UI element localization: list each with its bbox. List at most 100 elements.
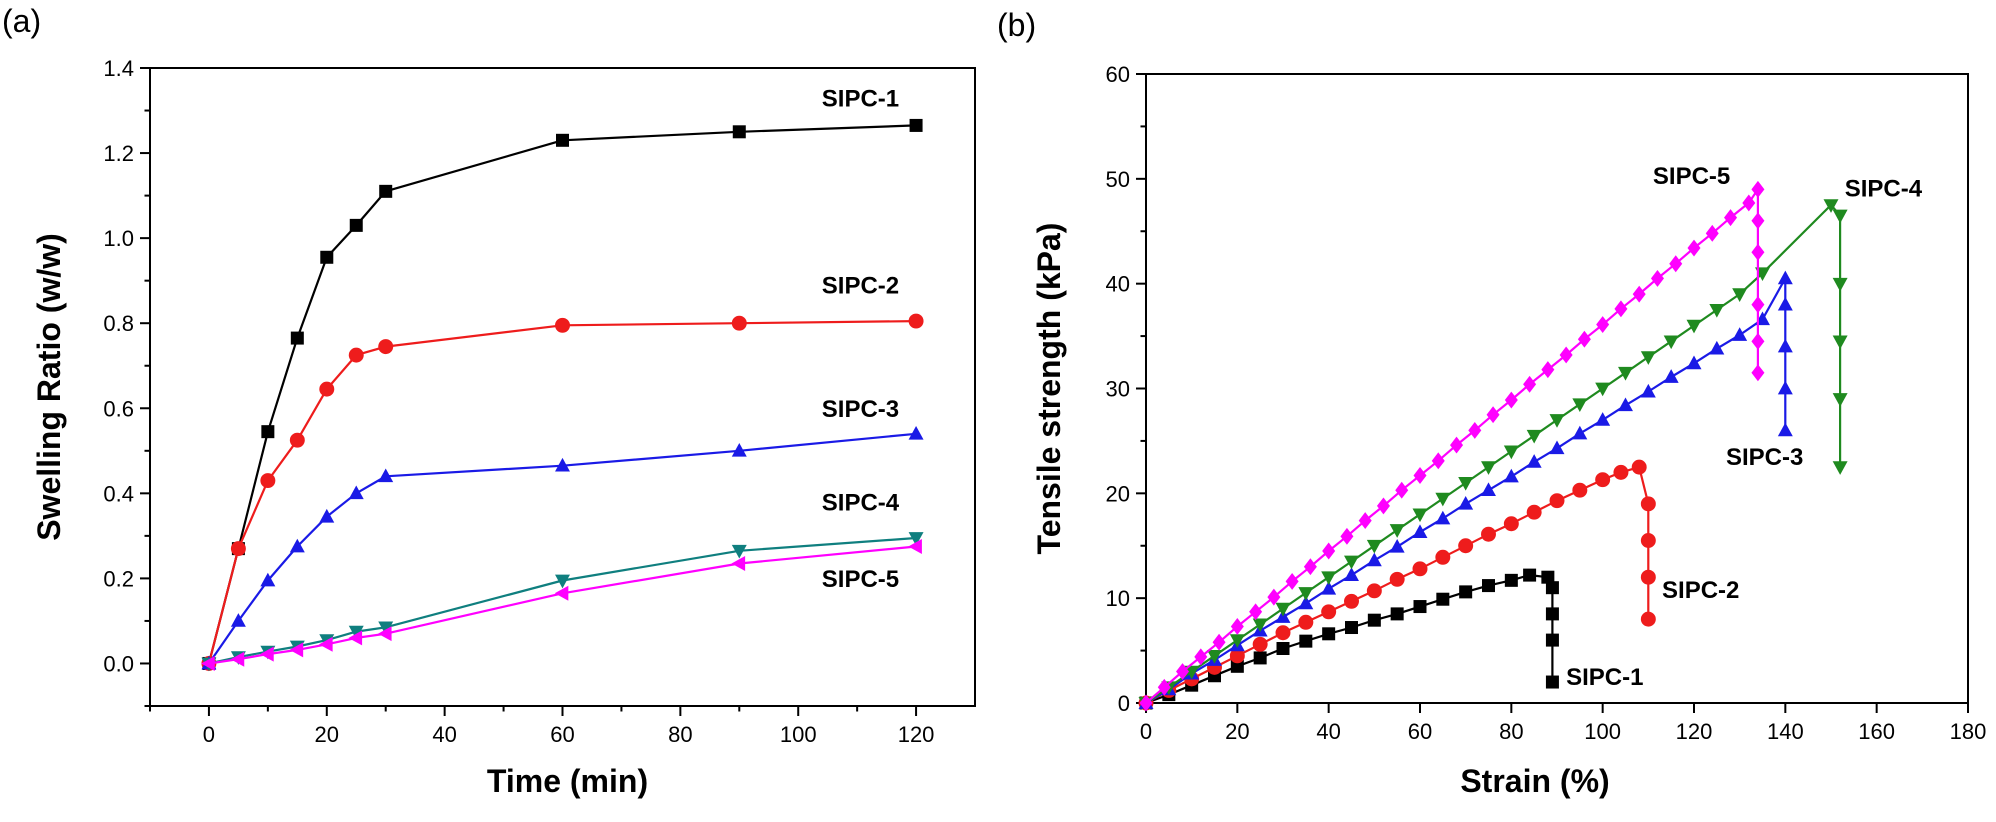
panel-b-sipc-3-point xyxy=(1595,412,1611,426)
panel-b-sipc-5-point xyxy=(1687,239,1701,257)
panel-b-sipc-4-point xyxy=(1526,429,1542,444)
panel-b-sipc-3-point xyxy=(1777,422,1793,437)
panel-b-sipc-3-point xyxy=(1663,369,1679,383)
panel-b-sipc-5-point xyxy=(1596,316,1610,334)
panel-b-sipc-2-point xyxy=(1640,569,1656,585)
panel-b-sipc-3-point xyxy=(1344,567,1359,581)
panel-b-sipc-5-point xyxy=(1450,436,1464,454)
panel-b-sipc-3-point xyxy=(1732,327,1748,341)
panel-b-sipc-4-point xyxy=(1435,492,1451,507)
panel-b-sipc-2-point xyxy=(1229,648,1245,664)
panel-b-x-tick-label: 60 xyxy=(1408,719,1432,744)
panel-a-sipc-3-point xyxy=(289,538,305,553)
panel-b-sipc-5-point xyxy=(1212,633,1226,651)
panel-b-sipc-5-point xyxy=(1285,572,1299,590)
panel-a-sipc-3-point xyxy=(908,425,924,440)
panel-b-label-sipc-5: SIPC-5 xyxy=(1653,163,1730,190)
panel-b-x-tick-label: 20 xyxy=(1225,719,1249,744)
panel-b-sipc-4-point xyxy=(1832,393,1848,407)
panel-b-label-sipc-3: SIPC-3 xyxy=(1726,444,1803,471)
panel-b-sipc-4-point xyxy=(1709,304,1725,318)
panel-b-label-sipc-1: SIPC-1 xyxy=(1566,664,1643,691)
panel-b-sipc-2-point xyxy=(1503,516,1519,532)
panel-b-sipc-4-line xyxy=(1145,203,1842,704)
panel-b-sipc-2-point xyxy=(1549,493,1565,509)
panel-b-sipc-1-point xyxy=(1459,585,1473,599)
panel-b-sipc-1-point xyxy=(1390,607,1404,621)
panel-b-sipc-2-point xyxy=(1252,636,1268,652)
panel-b-sipc-1-point xyxy=(1253,651,1267,665)
panel-a-sipc-5-point xyxy=(908,539,922,554)
panel-b-sipc-1-point xyxy=(1545,581,1559,595)
panel-a-sipc-3-point xyxy=(230,613,246,627)
panel-b-sipc-3-point xyxy=(1640,383,1656,398)
panel-b-sipc-5-point xyxy=(1724,209,1738,227)
panel-b-sipc-5-point xyxy=(1230,618,1244,635)
panel-a-sipc-1-point xyxy=(732,125,746,139)
panel-b-x-axis-title: Strain (%) xyxy=(1460,763,1609,799)
panel-b-sipc-4-point xyxy=(1229,634,1245,648)
panel-b-sipc-5-point xyxy=(1376,497,1390,515)
panel-b-sipc-3-point xyxy=(1435,510,1451,525)
panel-b-sipc-1-point xyxy=(1322,627,1336,641)
panel-b-sipc-2-point xyxy=(1344,593,1359,609)
panel-a-label-sipc-3: SIPC-3 xyxy=(822,396,899,423)
panel-b-sipc-5-point xyxy=(1650,269,1664,287)
panel-b-sipc-1-point xyxy=(1413,600,1427,614)
panel-a-sipc-1-point xyxy=(556,133,569,147)
panel-b-sipc-5-point xyxy=(1486,406,1500,424)
panel-b-sipc-4-point xyxy=(1832,209,1848,224)
panel-a-sipc-3-point xyxy=(319,508,335,523)
panel-b-sipc-4-point xyxy=(1640,351,1656,365)
panel-b-sipc-3-point xyxy=(1298,595,1314,610)
panel-b-sipc-3-point xyxy=(1321,580,1337,595)
panel-b-sipc-5-point xyxy=(1751,296,1765,314)
tensile-strength-chart: 0 20 40 60 80 100 120 140 160 180 0 10 20 30 40 50 60 Str… xyxy=(1031,62,1986,799)
panel-b-sipc-4-point xyxy=(1252,618,1268,633)
panel-b-sipc-1-point xyxy=(1276,641,1290,655)
panel-b-sipc-5-line xyxy=(1145,188,1760,704)
panel-b-sipc-4-point xyxy=(1832,277,1848,292)
panel-a-sipc-2-point xyxy=(731,315,747,331)
panel-b-sipc-2-point xyxy=(1366,583,1382,599)
panel-b-sipc-4-point xyxy=(1832,335,1848,350)
panel-b-sipc-5-point xyxy=(1267,588,1281,606)
panel-b-sipc-4-point xyxy=(1389,524,1405,538)
panel-b-sipc-4-point xyxy=(1275,602,1291,617)
panel-b-sipc-5-point xyxy=(1751,332,1765,350)
panel-a-y-tick-label: 1.4 xyxy=(103,56,134,81)
panel-b-sipc-4-point xyxy=(1481,461,1496,475)
panel-b-sipc-5-point xyxy=(1632,285,1646,303)
panel-b-sipc-5-point xyxy=(1303,558,1317,576)
panel-b-sipc-2-point xyxy=(1631,459,1647,475)
panel-b-sipc-5-point xyxy=(1468,421,1482,439)
panel-b-sipc-5-point xyxy=(1577,330,1591,348)
panel-b-sipc-4-point xyxy=(1823,199,1839,213)
panel-b-sipc-3-point xyxy=(1777,296,1793,311)
panel-a-sipc-1-point xyxy=(261,425,275,439)
panel-a-sipc-2-point xyxy=(378,339,394,355)
panel-b-sipc-2-point xyxy=(1298,614,1314,630)
panel-b-sipc-4-point xyxy=(1732,288,1748,302)
panel-b-label-sipc-4: SIPC-4 xyxy=(1845,176,1923,203)
panel-b-sipc-5-point xyxy=(1751,180,1765,198)
panel-b-sipc-4-point xyxy=(1321,571,1337,585)
panel-a-label-sipc-2: SIPC-2 xyxy=(822,272,899,299)
panel-b-label-sipc-2: SIPC-2 xyxy=(1662,577,1739,604)
panel-a-sipc-5-point xyxy=(554,585,569,601)
panel-b-sipc-5-point xyxy=(1431,452,1445,470)
panel-a-y-axis-title: Swelling Ratio (w/w) xyxy=(31,233,67,541)
panel-a-sipc-4-line xyxy=(208,536,917,665)
panel-a-sipc-2-point xyxy=(260,473,276,489)
panel-b-sipc-1-point xyxy=(1345,621,1358,635)
panel-a-label-sipc-5: SIPC-5 xyxy=(822,566,899,593)
panel-b-sipc-3-point xyxy=(1549,440,1565,455)
panel-b-sipc-5-point xyxy=(1194,648,1208,666)
panel-b-sipc-1-point xyxy=(1523,568,1537,582)
panel-a-label: (a) xyxy=(2,3,41,39)
panel-a-sipc-1-point xyxy=(290,331,304,345)
panel-b-sipc-5-point xyxy=(1176,663,1190,680)
panel-b-sipc-5-point xyxy=(1614,300,1628,318)
panel-b-x-tick-label: 160 xyxy=(1858,719,1895,744)
